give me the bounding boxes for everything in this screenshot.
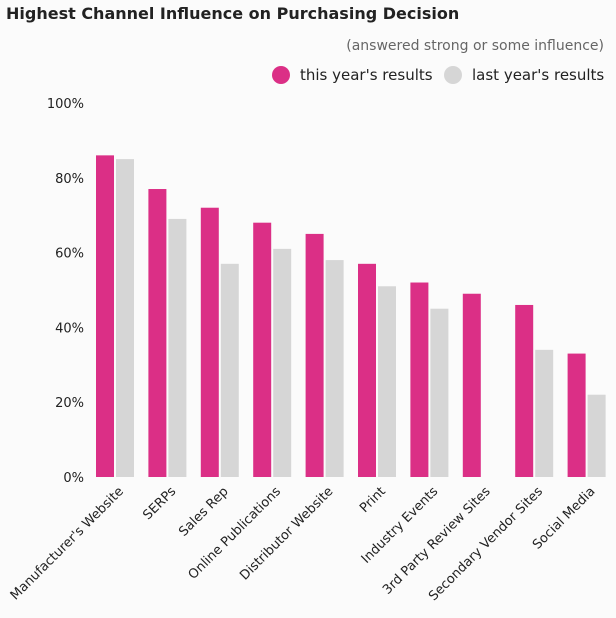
- legend-label-last-year: last year's results: [472, 66, 605, 84]
- bar-last-year: [220, 263, 239, 477]
- x-tick-label: Distributor Website: [237, 484, 336, 583]
- y-tick-label: 20%: [55, 396, 84, 411]
- bar-this-year: [462, 293, 481, 477]
- bar-last-year: [430, 308, 449, 477]
- legend-swatch-last-year: [444, 66, 462, 84]
- legend-item-last-year: last year's results: [444, 66, 604, 84]
- bar-last-year: [168, 218, 187, 477]
- legend-label-this-year: this year's results: [300, 66, 433, 84]
- bar-this-year: [358, 263, 376, 477]
- bar-this-year: [305, 233, 324, 477]
- bar-last-year: [116, 159, 134, 477]
- bar-this-year: [200, 207, 219, 477]
- y-tick-label: 100%: [47, 97, 84, 112]
- chart-subtitle: (answered strong or some influence): [346, 38, 604, 54]
- x-tick-label: Print: [357, 484, 389, 516]
- bar-last-year: [535, 349, 554, 477]
- y-tick-label: 40%: [55, 321, 84, 336]
- legend-swatch-this-year: [272, 66, 290, 84]
- bar-last-year: [273, 248, 292, 477]
- bar-this-year: [96, 155, 114, 478]
- y-tick-label: 60%: [55, 247, 84, 262]
- bar-last-year: [378, 286, 396, 477]
- bar-this-year: [410, 282, 429, 477]
- bar-this-year: [515, 304, 534, 477]
- x-tick-label: SERPs: [140, 484, 179, 523]
- x-tick-label: Sales Rep: [176, 484, 231, 539]
- bar-this-year: [148, 189, 167, 477]
- y-tick-label: 0%: [63, 471, 84, 486]
- x-tick-label: Manufacturer's Website: [8, 484, 127, 603]
- y-tick-label: 80%: [55, 172, 84, 187]
- bar-last-year: [587, 394, 606, 477]
- bar-last-year: [325, 260, 344, 477]
- x-tick-label: 3rd Party Review Sites: [380, 484, 494, 598]
- legend-item-this-year: this year's results: [272, 66, 433, 84]
- bar-this-year: [567, 353, 586, 477]
- bar-this-year: [253, 222, 272, 477]
- chart-title: Highest Channel Influence on Purchasing …: [6, 4, 460, 23]
- x-tick-label: Online Publications: [186, 484, 285, 583]
